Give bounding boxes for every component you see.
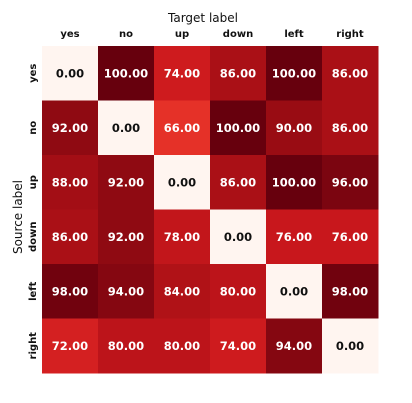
cell-value-label: 86.00 [52, 230, 88, 244]
cell-value-label: 88.00 [52, 175, 88, 189]
cell-value-label: 100.00 [272, 175, 316, 189]
x-tick-yes: yes [60, 29, 79, 40]
heatmap-cell-no-right [322, 100, 379, 156]
heatmap-cell-down-left [266, 209, 323, 265]
cell-value-label: 78.00 [164, 230, 200, 244]
cell-value-label: 100.00 [104, 66, 148, 80]
heatmap-cell-right-down [210, 318, 267, 374]
cell-value-label: 84.00 [164, 284, 200, 298]
x-tick-labels: yes no up down left right [60, 29, 364, 40]
cell-value-label: 80.00 [220, 284, 256, 298]
cell-value-label: 86.00 [220, 175, 256, 189]
x-tick-left: left [284, 29, 304, 40]
cell-value-label: 76.00 [332, 230, 368, 244]
cell-value-label: 100.00 [216, 121, 260, 135]
x-tick-down: down [223, 29, 253, 40]
heatmap-cell-down-no [98, 209, 155, 265]
heatmap-cell-yes-right [322, 46, 379, 101]
heatmap-cell-up-up [154, 155, 211, 210]
heatmap-cell-left-right [322, 264, 379, 319]
y-tick-down: down [28, 222, 39, 252]
heatmap-cell-no-left [266, 100, 323, 156]
heatmap-cell-no-down [210, 100, 267, 156]
heatmap-cell-yes-no [98, 46, 155, 101]
heatmap-cell-left-left [266, 264, 323, 319]
heatmap-cell-left-down [210, 264, 267, 319]
x-axis-title: Target label [167, 11, 238, 25]
heatmap-cells: 0.00 100.00 74.00 86.00 100.00 86.00 92.00 0.00… [42, 46, 379, 374]
cell-value-label: 0.00 [224, 230, 252, 244]
heatmap-cell-no-yes [42, 100, 99, 156]
heatmap-cell-yes-down [210, 46, 267, 101]
cell-value-label: 90.00 [276, 121, 312, 135]
x-tick-no: no [119, 29, 133, 40]
heatmap-cell-right-right [322, 318, 379, 374]
heatmap-cell-left-no [98, 264, 155, 319]
heatmap-cell-down-up [154, 209, 211, 265]
heatmap-cell-up-no [98, 155, 155, 210]
cell-value-label: 72.00 [52, 339, 88, 353]
cell-value-label: 80.00 [108, 339, 144, 353]
heatmap-cell-yes-left [266, 46, 323, 101]
heatmap-cell-down-down [210, 209, 267, 265]
heatmap-cell-down-right [322, 209, 379, 265]
cell-value-label: 74.00 [220, 339, 256, 353]
y-axis-title: Source label [11, 180, 25, 254]
x-tick-right: right [336, 29, 364, 40]
y-tick-labels: yes no up down left right [28, 64, 39, 360]
heatmap-cell-up-right [322, 155, 379, 210]
cell-value-label: 94.00 [108, 284, 144, 298]
heatmap-cell-up-left [266, 155, 323, 210]
heatmap-cell-right-left [266, 318, 323, 374]
heatmap-cell-right-yes [42, 318, 99, 374]
cell-value-label: 74.00 [164, 66, 200, 80]
cell-value-label: 92.00 [108, 230, 144, 244]
y-tick-left: left [28, 281, 39, 301]
heatmap-cell-up-down [210, 155, 267, 210]
cell-value-label: 76.00 [276, 230, 312, 244]
heatmap-cell-left-up [154, 264, 211, 319]
heatmap-cell-left-yes [42, 264, 99, 319]
cell-value-label: 0.00 [280, 284, 308, 298]
heatmap-cell-down-yes [42, 209, 99, 265]
cell-value-label: 0.00 [56, 66, 84, 80]
cell-value-label: 94.00 [276, 339, 312, 353]
heatmap-cell-no-no [98, 100, 155, 156]
y-tick-yes: yes [28, 64, 39, 83]
cell-value-label: 100.00 [272, 66, 316, 80]
heatmap-cell-yes-up [154, 46, 211, 101]
cell-value-label: 86.00 [220, 66, 256, 80]
heatmap-cell-yes-yes [42, 46, 99, 101]
cell-value-label: 0.00 [336, 339, 364, 353]
heatmap-cell-right-no [98, 318, 155, 374]
cell-value-label: 98.00 [52, 284, 88, 298]
heatmap-cell-right-up [154, 318, 211, 374]
x-tick-up: up [175, 29, 189, 40]
cell-value-label: 86.00 [332, 121, 368, 135]
cell-value-label: 66.00 [164, 121, 200, 135]
cell-value-label: 96.00 [332, 175, 368, 189]
cell-value-label: 80.00 [164, 339, 200, 353]
cell-value-label: 98.00 [332, 284, 368, 298]
cell-value-label: 92.00 [108, 175, 144, 189]
cell-value-label: 86.00 [332, 66, 368, 80]
cell-value-label: 0.00 [112, 121, 140, 135]
y-tick-right: right [28, 332, 39, 360]
y-tick-no: no [28, 121, 39, 135]
cell-value-label: 92.00 [52, 121, 88, 135]
y-tick-up: up [28, 175, 39, 189]
cell-value-label: 0.00 [168, 175, 196, 189]
heatmap-cell-up-yes [42, 155, 99, 210]
heatmap-cell-no-up [154, 100, 211, 156]
